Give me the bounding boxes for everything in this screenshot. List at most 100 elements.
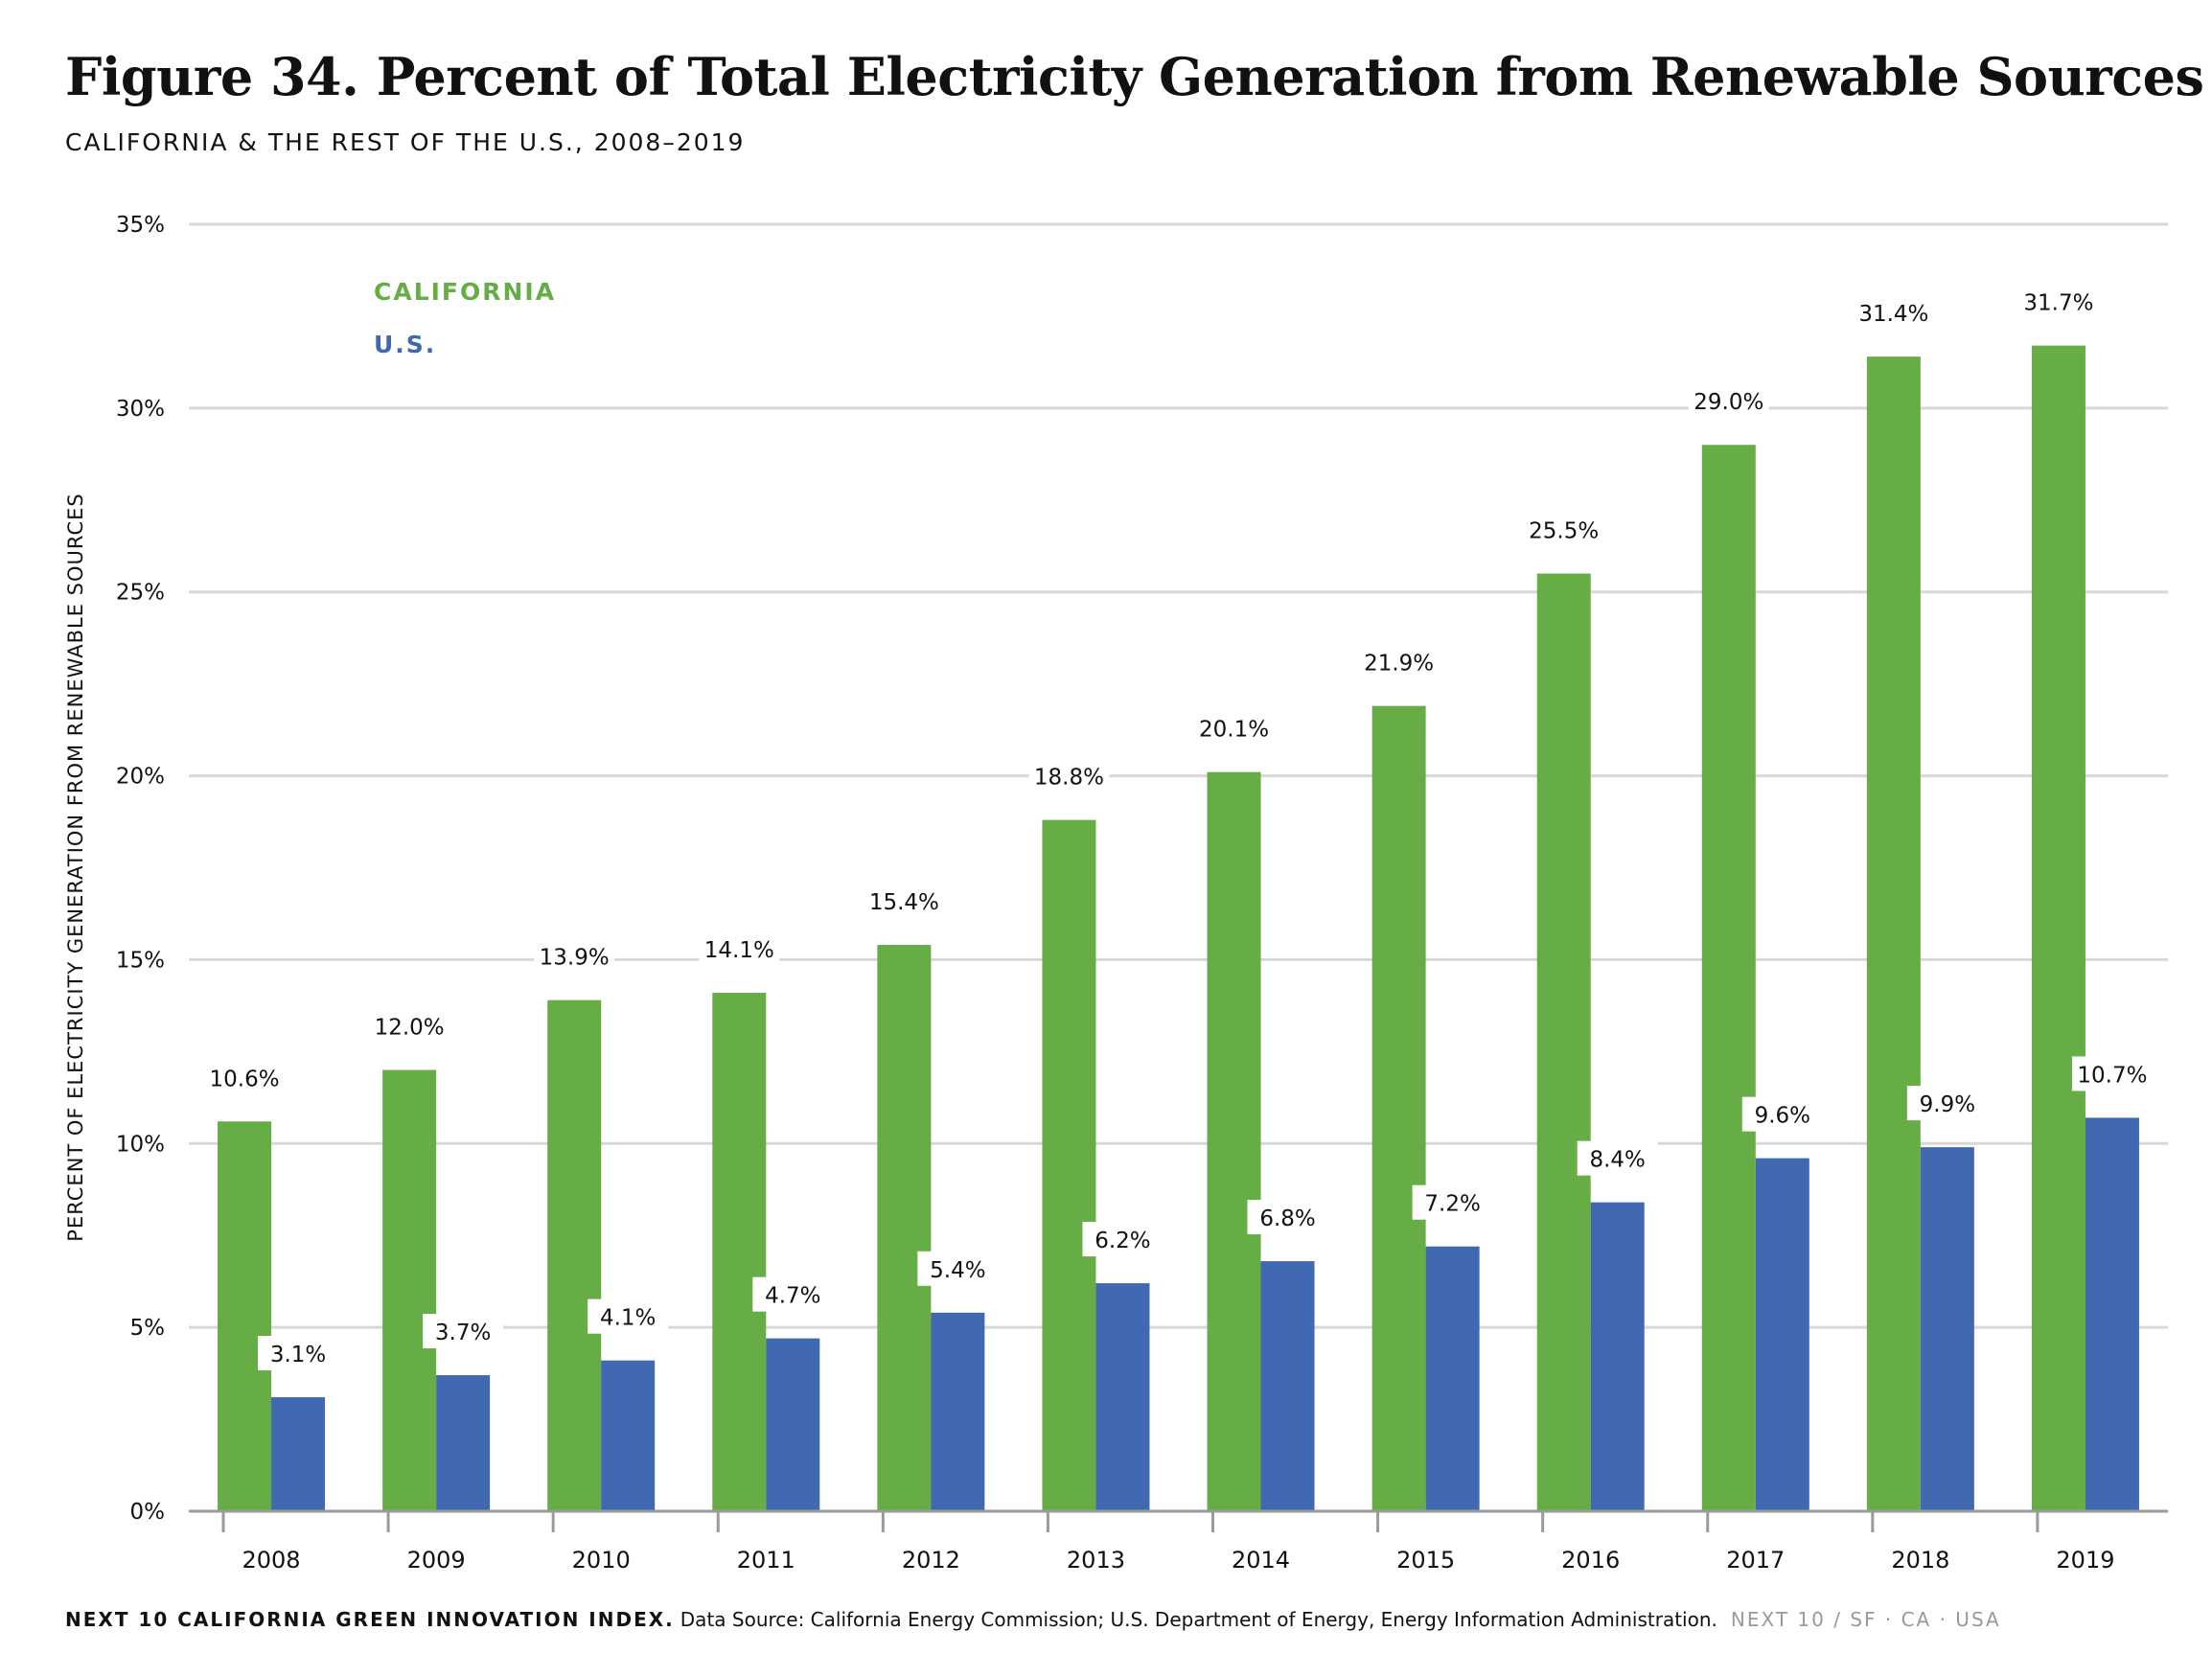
us-bar-2009 bbox=[436, 1375, 491, 1511]
x-tick-label-2017: 2017 bbox=[1726, 1547, 1785, 1574]
california-bar-2013 bbox=[1042, 819, 1096, 1511]
footer-index: NEXT 10 CALIFORNIA GREEN INNOVATION INDE… bbox=[65, 1608, 675, 1631]
x-tick-label-2008: 2008 bbox=[242, 1547, 301, 1574]
data-label-background bbox=[864, 884, 945, 919]
us-data-label-2016: 8.4% bbox=[1589, 1148, 1645, 1173]
x-tick-label-2013: 2013 bbox=[1067, 1547, 1125, 1574]
us-bar-2012 bbox=[931, 1312, 985, 1511]
data-label-background bbox=[2071, 1056, 2153, 1091]
data-label-background bbox=[369, 1008, 450, 1044]
data-label-background bbox=[588, 1298, 669, 1334]
california-bar-2011 bbox=[712, 992, 767, 1511]
y-tick-label: 30% bbox=[116, 397, 165, 422]
x-tick-label-2010: 2010 bbox=[572, 1547, 631, 1574]
chart-subtitle: CALIFORNIA & THE REST OF THE U.S., 2008–… bbox=[65, 128, 746, 156]
california-data-label-2016: 25.5% bbox=[1529, 519, 1599, 544]
footer: NEXT 10 CALIFORNIA GREEN INNOVATION INDE… bbox=[65, 1608, 2001, 1631]
data-label-background bbox=[1523, 512, 1604, 547]
legend-item-us: U.S. bbox=[374, 331, 436, 358]
california-data-label-2018: 31.4% bbox=[1858, 302, 1928, 327]
us-data-label-2010: 4.1% bbox=[600, 1306, 656, 1331]
x-tick-label-2009: 2009 bbox=[407, 1547, 466, 1574]
california-bar-2015 bbox=[1371, 705, 1426, 1511]
data-label-background bbox=[1358, 644, 1440, 679]
data-label-background bbox=[1028, 758, 1110, 793]
us-bar-2017 bbox=[1755, 1158, 1809, 1511]
x-tick-label-2011: 2011 bbox=[737, 1547, 795, 1574]
data-label-background bbox=[534, 938, 615, 974]
x-tick-label-2014: 2014 bbox=[1232, 1547, 1290, 1574]
y-tick-label: 20% bbox=[116, 765, 165, 790]
y-tick-label: 35% bbox=[116, 213, 165, 238]
us-bar-2010 bbox=[601, 1360, 656, 1511]
california-data-label-2017: 29.0% bbox=[1694, 390, 1763, 415]
data-label-background bbox=[204, 1060, 286, 1095]
california-data-label-2014: 20.1% bbox=[1199, 718, 1269, 743]
data-label-background bbox=[1853, 295, 1934, 331]
california-data-label-2013: 18.8% bbox=[1034, 766, 1104, 791]
us-data-label-2018: 9.9% bbox=[1920, 1092, 1975, 1117]
data-label-background bbox=[1412, 1184, 1493, 1220]
data-label-background bbox=[423, 1314, 504, 1349]
y-tick-label: 25% bbox=[116, 581, 165, 606]
bars bbox=[218, 345, 2139, 1512]
data-label-background bbox=[1577, 1140, 1658, 1176]
x-tick-label-2018: 2018 bbox=[1891, 1547, 1949, 1574]
data-label-background bbox=[258, 1336, 339, 1371]
us-data-label-2019: 10.7% bbox=[2077, 1063, 2147, 1088]
california-bar-2019 bbox=[2031, 345, 2085, 1511]
data-label-background bbox=[1906, 1086, 1988, 1121]
california-bar-2012 bbox=[877, 945, 932, 1511]
y-tick-label: 15% bbox=[116, 948, 165, 973]
us-data-label-2008: 3.1% bbox=[270, 1343, 326, 1367]
x-tick-label-2012: 2012 bbox=[902, 1547, 960, 1574]
us-bar-2015 bbox=[1425, 1246, 1480, 1511]
california-bar-2014 bbox=[1207, 771, 1261, 1511]
data-label-background bbox=[2017, 284, 2099, 319]
x-tick-label-2015: 2015 bbox=[1396, 1547, 1455, 1574]
data-label-background bbox=[1741, 1096, 1823, 1132]
us-data-label-2012: 5.4% bbox=[930, 1258, 985, 1283]
us-data-label-2015: 7.2% bbox=[1424, 1192, 1480, 1217]
data-label-background bbox=[1688, 383, 1769, 419]
us-bar-2013 bbox=[1095, 1283, 1150, 1511]
data-label-background bbox=[1247, 1200, 1328, 1235]
california-data-label-2019: 31.7% bbox=[2023, 291, 2093, 316]
california-data-label-2012: 15.4% bbox=[869, 890, 939, 915]
california-bar-2009 bbox=[382, 1069, 437, 1511]
footer-brand: NEXT 10 / SF · CA · USA bbox=[1730, 1608, 2001, 1631]
data-labels: 10.6% 3.1% 12.0% 3.7% 13.9% 4.1% 14.1% 4.7% 15.4… bbox=[204, 284, 2153, 1371]
gridlines bbox=[189, 222, 2168, 1329]
y-axis-label: PERCENT OF ELECTRICITY GENERATION FROM R… bbox=[64, 493, 87, 1241]
chart-title: Figure 34. Percent of Total Electricity … bbox=[65, 46, 2204, 107]
y-tick-label: 10% bbox=[116, 1132, 165, 1157]
california-data-label-2008: 10.6% bbox=[210, 1067, 280, 1091]
california-data-label-2015: 21.9% bbox=[1364, 652, 1434, 677]
us-bar-2019 bbox=[2085, 1117, 2139, 1511]
axes: 0% 5% 10% 15% 20% 25% 30% 35% 2008 2009 2010 2011 20… bbox=[116, 213, 2168, 1574]
california-data-label-2010: 13.9% bbox=[540, 946, 610, 971]
data-label-background bbox=[1193, 710, 1275, 746]
us-data-label-2011: 4.7% bbox=[765, 1284, 820, 1309]
california-data-label-2009: 12.0% bbox=[375, 1016, 445, 1041]
us-data-label-2014: 6.8% bbox=[1259, 1206, 1315, 1231]
data-label-background bbox=[1082, 1222, 1164, 1257]
california-bar-2018 bbox=[1866, 356, 1921, 1511]
us-bar-2011 bbox=[766, 1338, 820, 1511]
x-tick-label-2019: 2019 bbox=[2056, 1547, 2114, 1574]
california-bar-2016 bbox=[1536, 573, 1591, 1511]
data-label-background bbox=[699, 930, 780, 966]
us-data-label-2017: 9.6% bbox=[1755, 1104, 1810, 1129]
us-bar-2016 bbox=[1590, 1202, 1645, 1511]
footer-source: Data Source: California Energy Commissio… bbox=[680, 1608, 1717, 1631]
us-bar-2014 bbox=[1260, 1261, 1315, 1511]
y-tick-label: 5% bbox=[130, 1316, 166, 1341]
us-data-label-2009: 3.7% bbox=[435, 1321, 491, 1345]
data-label-background bbox=[752, 1276, 834, 1312]
us-bar-2018 bbox=[1920, 1147, 1974, 1511]
us-data-label-2013: 6.2% bbox=[1094, 1229, 1150, 1253]
legend-item-california: CALIFORNIA bbox=[374, 278, 556, 306]
california-bar-2008 bbox=[218, 1121, 272, 1511]
data-label-background bbox=[917, 1251, 999, 1286]
